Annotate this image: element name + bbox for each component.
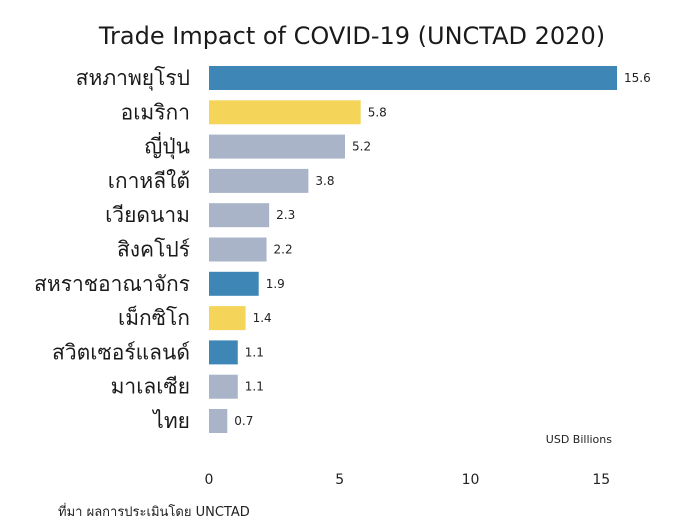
category-label-0: สหภาพยุโรป	[76, 66, 190, 91]
bar-1	[209, 100, 361, 125]
bar-10	[209, 409, 228, 433]
value-label-7: 1.4	[253, 311, 272, 325]
value-label-4: 2.3	[276, 208, 295, 222]
value-label-6: 1.9	[266, 277, 285, 291]
category-label-1: อเมริกา	[121, 100, 190, 124]
x-tick-0: 0	[205, 472, 214, 488]
value-labels: 15.6 5.8 5.2 3.8 2.3 2.2 1.9 1.4 1.1 1.1 0.7	[234, 71, 650, 428]
value-label-3: 3.8	[315, 174, 334, 188]
value-label-2: 5.2	[352, 140, 371, 154]
bar-0	[209, 66, 617, 90]
value-label-9: 1.1	[245, 380, 264, 394]
category-label-5: สิงคโปร์	[117, 238, 190, 262]
bars-group	[209, 66, 617, 433]
bar-9	[209, 374, 238, 399]
category-label-6: สหราชอาณาจักร	[34, 272, 190, 296]
source-note: ที่มา ผลการประเมินโดย UNCTAD	[58, 503, 250, 520]
chart-title: Trade Impact of COVID-19 (UNCTAD 2020)	[98, 22, 605, 50]
category-label-3: เกาหลีใต้	[108, 169, 190, 193]
bar-6	[209, 271, 259, 296]
category-label-8: สวิตเซอร์แลนด์	[52, 340, 190, 364]
bar-8	[209, 340, 238, 365]
bar-3	[209, 168, 309, 193]
category-labels: สหภาพยุโรปอเมริกาญี่ปุ่นเกาหลีใต้เวียดนา…	[34, 66, 190, 433]
bar-2	[209, 134, 345, 159]
x-tick-1: 5	[335, 472, 344, 488]
category-label-2: ญี่ปุ่น	[144, 132, 190, 160]
value-label-0: 15.6	[624, 71, 651, 85]
value-label-8: 1.1	[245, 345, 264, 359]
bar-4	[209, 203, 270, 228]
category-label-7: เม็กซิโก	[118, 304, 190, 330]
x-axis-ticks: 0 5 10 15	[205, 472, 611, 488]
value-label-10: 0.7	[234, 414, 253, 428]
category-label-10: ไทย	[151, 409, 190, 433]
bar-7	[209, 306, 246, 331]
value-label-5: 2.2	[274, 243, 293, 257]
x-tick-2: 10	[462, 472, 480, 488]
unit-label: USD Billions	[546, 433, 612, 446]
category-label-4: เวียดนาม	[105, 203, 190, 227]
value-label-1: 5.8	[368, 105, 387, 119]
bar-5	[209, 237, 267, 262]
x-tick-3: 15	[592, 472, 610, 488]
category-label-9: มาเลเซีย	[111, 375, 190, 399]
